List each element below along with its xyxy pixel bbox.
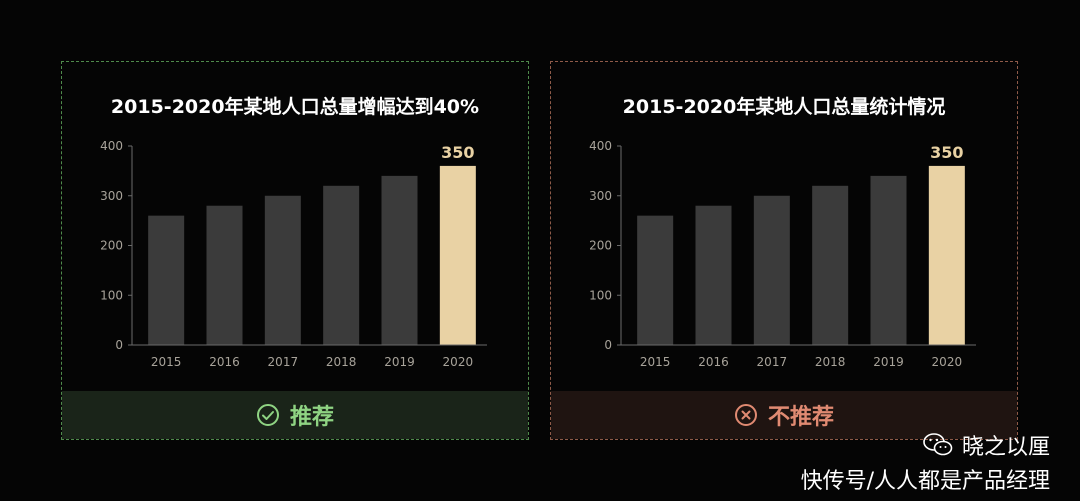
bar [264,195,301,345]
x-tick-label: 2019 [384,355,415,369]
x-circle-icon [734,404,757,426]
bar-chart-recommended: 0 100 200 300 400 2015 2016 2017 2018 2019 2020 350 [100,139,487,369]
y-tick-label: 100 [589,288,612,302]
verdict-bar: 推荐 [62,391,528,439]
y-tick-label: 100 [100,288,123,302]
bar [753,195,790,345]
x-tick-label: 2020 [443,355,474,369]
author-name: 晓之以厘 [961,435,1050,460]
bar-chart-not-recommended: 0 100 200 300 400 2015 2016 2017 2018 2019 2020 350 [589,139,976,369]
verdict-label: 不推荐 [767,405,834,430]
y-tick-label: 400 [100,139,123,153]
y-tick-label: 300 [100,189,123,203]
x-tick-label: 2017 [757,355,788,369]
wechat-icon [923,433,953,456]
bar [695,205,732,345]
bar [381,175,418,345]
x-tick-label: 2020 [932,355,963,369]
chart-title: 2015-2020年某地人口总量统计情况 [622,96,946,118]
bar [148,215,185,345]
y-tick-label: 400 [589,139,612,153]
bar [637,215,674,345]
x-tick-label: 2017 [268,355,299,369]
not-recommended-panel: 2015-2020年某地人口总量统计情况 0 100 200 300 400 2015 20… [550,61,1018,440]
bar [812,185,849,345]
y-tick-label: 0 [115,338,123,352]
x-tick-label: 2019 [873,355,904,369]
bar [870,175,907,345]
bar-highlight [928,165,965,345]
y-tick-label: 300 [589,189,612,203]
y-tick-label: 200 [100,239,123,253]
y-tick-label: 0 [604,338,612,352]
x-tick-label: 2015 [640,355,671,369]
x-tick-label: 2018 [815,355,846,369]
data-label: 350 [930,143,963,162]
x-tick-label: 2015 [151,355,182,369]
x-tick-label: 2016 [209,355,240,369]
verdict-bar: 不推荐 [551,391,1017,439]
source-watermark: 晓之以厘 快传号/人人都是产品经理 [801,429,1050,495]
check-circle-icon [256,404,279,426]
chart-title: 2015-2020年某地人口总量增幅达到40% [110,96,480,118]
bar-highlight [439,165,476,345]
x-tick-label: 2018 [326,355,357,369]
bar [206,205,243,345]
x-tick-label: 2016 [698,355,729,369]
data-label: 350 [441,143,474,162]
y-tick-label: 200 [589,239,612,253]
verdict-label: 推荐 [289,405,334,430]
source-text: 快传号/人人都是产品经理 [800,469,1050,494]
bar [323,185,360,345]
recommended-panel: 2015-2020年某地人口总量增幅达到40% 0 100 200 300 400 201… [61,61,529,440]
